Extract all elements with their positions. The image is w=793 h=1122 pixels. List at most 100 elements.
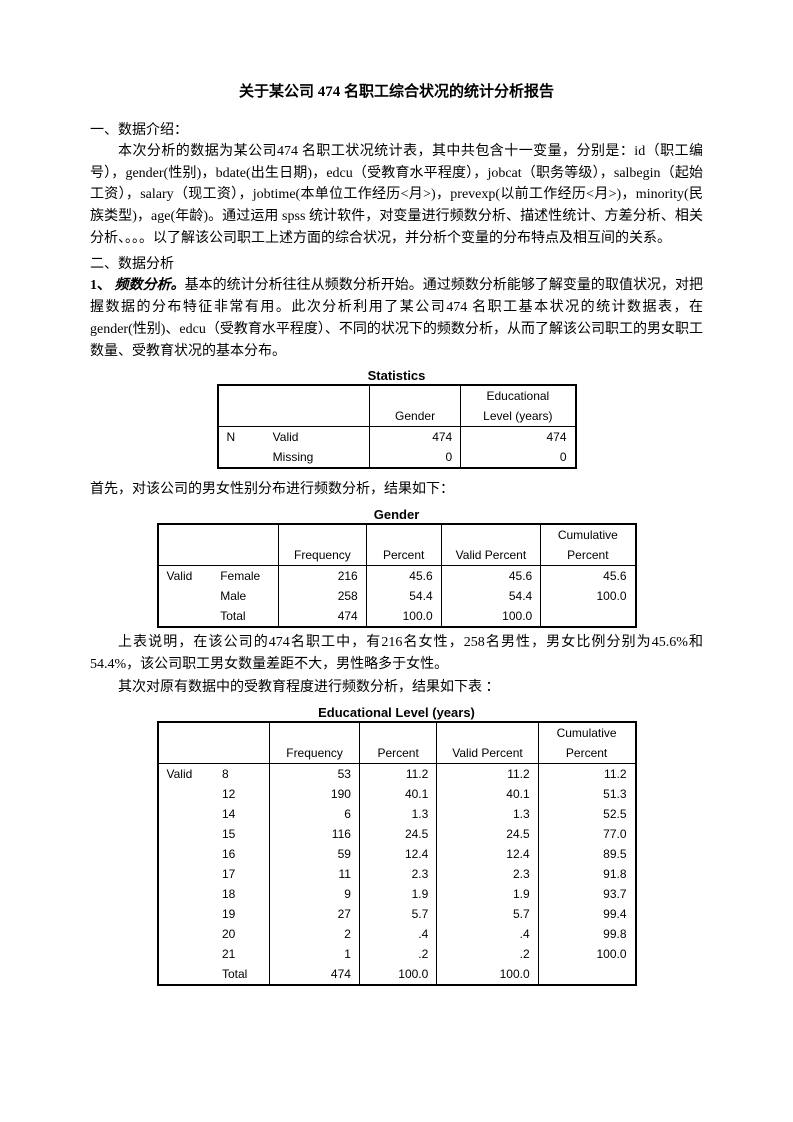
edu-row-label: 14	[214, 804, 270, 824]
edu-rowhead	[158, 844, 214, 864]
edu-row-label: 18	[214, 884, 270, 904]
edu-h-cumulative-1: Cumulative	[538, 722, 635, 743]
stats-missing-edu: 0	[461, 447, 576, 468]
edu-row-cpct: 91.8	[538, 864, 635, 884]
stats-header-gender: Gender	[369, 406, 460, 427]
edu-total-freq: 474	[270, 964, 360, 985]
stats-missing-gender: 0	[369, 447, 460, 468]
edu-row-pct: 1.9	[359, 884, 436, 904]
gender-h-cumulative-2: Percent	[541, 545, 636, 566]
edu-total-pct: 100.0	[359, 964, 436, 985]
statistics-table: Educational Gender Level (years) N Valid…	[217, 384, 577, 469]
stats-header-edu-2: Level (years)	[461, 406, 576, 427]
edu-total-label: Total	[214, 964, 270, 985]
edu-total-cpct	[538, 964, 635, 985]
edu-row-pct: 24.5	[359, 824, 436, 844]
edu-row-vpct: 12.4	[437, 844, 538, 864]
gender-total-pct: 100.0	[366, 606, 441, 627]
edu-rowhead: Valid	[158, 763, 214, 784]
edu-row-cpct: 89.5	[538, 844, 635, 864]
gender-female-cpct: 45.6	[541, 565, 636, 586]
edu-rowhead	[158, 824, 214, 844]
edu-row-pct: 11.2	[359, 763, 436, 784]
gender-female-vpct: 45.6	[441, 565, 541, 586]
gender-rowhead: Valid	[158, 565, 213, 586]
edu-row-vpct: 40.1	[437, 784, 538, 804]
edu-row-freq: 11	[270, 864, 360, 884]
edu-row-vpct: 1.9	[437, 884, 538, 904]
stats-row-n: N	[218, 427, 265, 448]
edu-total-vpct: 100.0	[437, 964, 538, 985]
stats-valid-gender: 474	[369, 427, 460, 448]
section-1-paragraph: 本次分析的数据为某公司474 名职工状况统计表，其中共包含十一变量，分别是：id…	[90, 141, 703, 249]
edu-row-cpct: 99.8	[538, 924, 635, 944]
gender-total-label: Total	[212, 606, 278, 627]
edu-row-freq: 59	[270, 844, 360, 864]
edu-row-label: 15	[214, 824, 270, 844]
edu-row-pct: 2.3	[359, 864, 436, 884]
gender-total-freq: 474	[279, 606, 367, 627]
document-page: 关于某公司 474 名职工综合状况的统计分析报告 一、数据介绍： 本次分析的数据…	[0, 0, 793, 1026]
edu-h-percent: Percent	[359, 743, 436, 764]
edu-table-title: Educational Level (years)	[90, 705, 703, 720]
stats-valid-label: Valid	[265, 427, 370, 448]
edu-row-pct: 5.7	[359, 904, 436, 924]
edu-row-label: 12	[214, 784, 270, 804]
gender-male-pct: 54.4	[366, 586, 441, 606]
stats-header-edu-1: Educational	[461, 385, 576, 406]
gender-table: Cumulative Frequency Percent Valid Perce…	[157, 523, 637, 628]
edu-row-cpct: 52.5	[538, 804, 635, 824]
edu-row-label: 8	[214, 763, 270, 784]
section-1-heading: 一、数据介绍：	[90, 119, 703, 139]
edu-rowhead	[158, 804, 214, 824]
gender-h-frequency: Frequency	[279, 545, 367, 566]
edu-row-vpct: .4	[437, 924, 538, 944]
paragraph-after-stats: 首先，对该公司的男女性别分布进行频数分析，结果如下：	[90, 479, 703, 501]
section-2-heading: 二、数据分析	[90, 253, 703, 273]
gender-table-title: Gender	[90, 507, 703, 522]
doc-title: 关于某公司 474 名职工综合状况的统计分析报告	[90, 80, 703, 101]
edu-row-vpct: .2	[437, 944, 538, 964]
gender-male-label: Male	[212, 586, 278, 606]
paragraph-after-gender-1: 上表说明，在该公司的474名职工中，有216名女性，258名男性，男女比例分别为…	[90, 632, 703, 675]
edu-row-vpct: 5.7	[437, 904, 538, 924]
edu-row-cpct: 51.3	[538, 784, 635, 804]
edu-row-vpct: 2.3	[437, 864, 538, 884]
edu-row-label: 20	[214, 924, 270, 944]
edu-row-label: 16	[214, 844, 270, 864]
edu-h-cumulative-2: Percent	[538, 743, 635, 764]
stats-valid-edu: 474	[461, 427, 576, 448]
edu-row-vpct: 1.3	[437, 804, 538, 824]
gender-male-freq: 258	[279, 586, 367, 606]
edu-rowhead	[158, 884, 214, 904]
edu-row-freq: 190	[270, 784, 360, 804]
edu-row-label: 19	[214, 904, 270, 924]
gender-female-pct: 45.6	[366, 565, 441, 586]
stats-missing-label: Missing	[265, 447, 370, 468]
edu-row-pct: 40.1	[359, 784, 436, 804]
gender-total-cpct	[541, 606, 636, 627]
gender-male-cpct: 100.0	[541, 586, 636, 606]
edu-row-cpct: 77.0	[538, 824, 635, 844]
gender-h-valid-percent: Valid Percent	[441, 545, 541, 566]
edu-row-freq: 6	[270, 804, 360, 824]
edu-row-freq: 116	[270, 824, 360, 844]
gender-h-cumulative-1: Cumulative	[541, 524, 636, 545]
edu-row-freq: 9	[270, 884, 360, 904]
edu-row-freq: 1	[270, 944, 360, 964]
edu-row-freq: 2	[270, 924, 360, 944]
edu-row-pct: 1.3	[359, 804, 436, 824]
edu-row-freq: 53	[270, 763, 360, 784]
edu-rowhead	[158, 864, 214, 884]
edu-rowhead	[158, 904, 214, 924]
gender-female-freq: 216	[279, 565, 367, 586]
paragraph-after-gender-2: 其次对原有数据中的受教育程度进行频数分析，结果如下表 ：	[90, 677, 703, 699]
gender-female-label: Female	[212, 565, 278, 586]
edu-row-cpct: 100.0	[538, 944, 635, 964]
edu-row-vpct: 24.5	[437, 824, 538, 844]
item-1-number: 1、	[90, 278, 111, 293]
edu-table: Cumulative Frequency Percent Valid Perce…	[157, 721, 637, 986]
edu-rowhead	[158, 784, 214, 804]
gender-h-percent: Percent	[366, 545, 441, 566]
section-2-item-1: 1、 频数分析。基本的统计分析往往从频数分析开始。通过频数分析能够了解变量的取值…	[90, 275, 703, 362]
